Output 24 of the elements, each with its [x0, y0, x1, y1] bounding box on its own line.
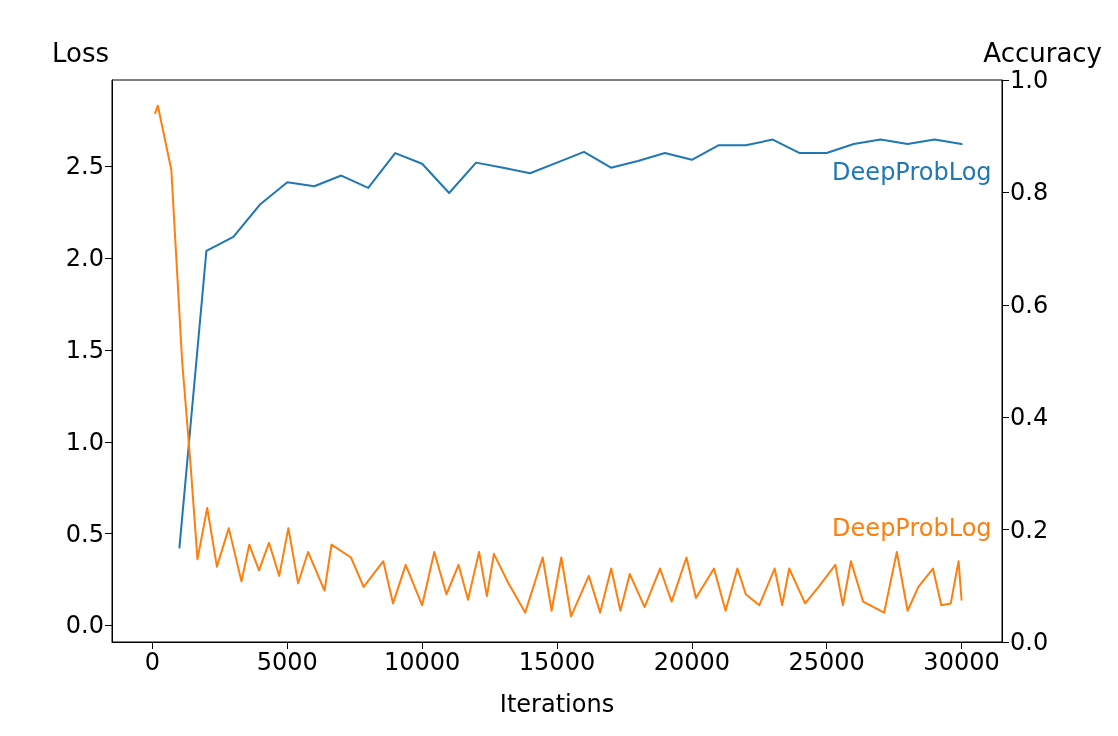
y2-tick-label: 1.0 — [1010, 66, 1049, 94]
x-tick-label: 25000 — [788, 648, 865, 676]
y-tick-label: 2.0 — [65, 244, 104, 273]
y-tick-label: 1.0 — [65, 427, 104, 456]
y2-tick-label: 0.8 — [1010, 178, 1049, 207]
y2-tick-label: 0.2 — [1010, 515, 1049, 544]
series-label: DeepProbLog — [832, 513, 992, 542]
x-tick-label: 5000 — [256, 648, 318, 676]
y-axis-title: Loss — [52, 38, 110, 68]
y-tick-label: 0.0 — [65, 611, 104, 640]
x-tick-label: 10000 — [383, 648, 461, 676]
y2-tick-label: 0.6 — [1010, 290, 1049, 319]
x-tick-label: 0 — [144, 648, 161, 676]
x-tick-label: 20000 — [653, 648, 731, 676]
y-tick-label: 2.5 — [65, 152, 104, 181]
y2-tick-label: 0.4 — [1010, 403, 1049, 432]
x-axis-title: Iterations — [499, 690, 615, 718]
x-tick-label: 15000 — [518, 648, 596, 676]
y-tick-label: 0.5 — [65, 519, 104, 548]
y2-tick-label: 0.0 — [1010, 628, 1049, 656]
x-tick-label: 30000 — [923, 648, 1000, 676]
y2-axis-title: Accuracy — [983, 38, 1102, 68]
series-label: DeepProbLog — [832, 158, 992, 187]
y-tick-label: 1.5 — [65, 335, 104, 364]
